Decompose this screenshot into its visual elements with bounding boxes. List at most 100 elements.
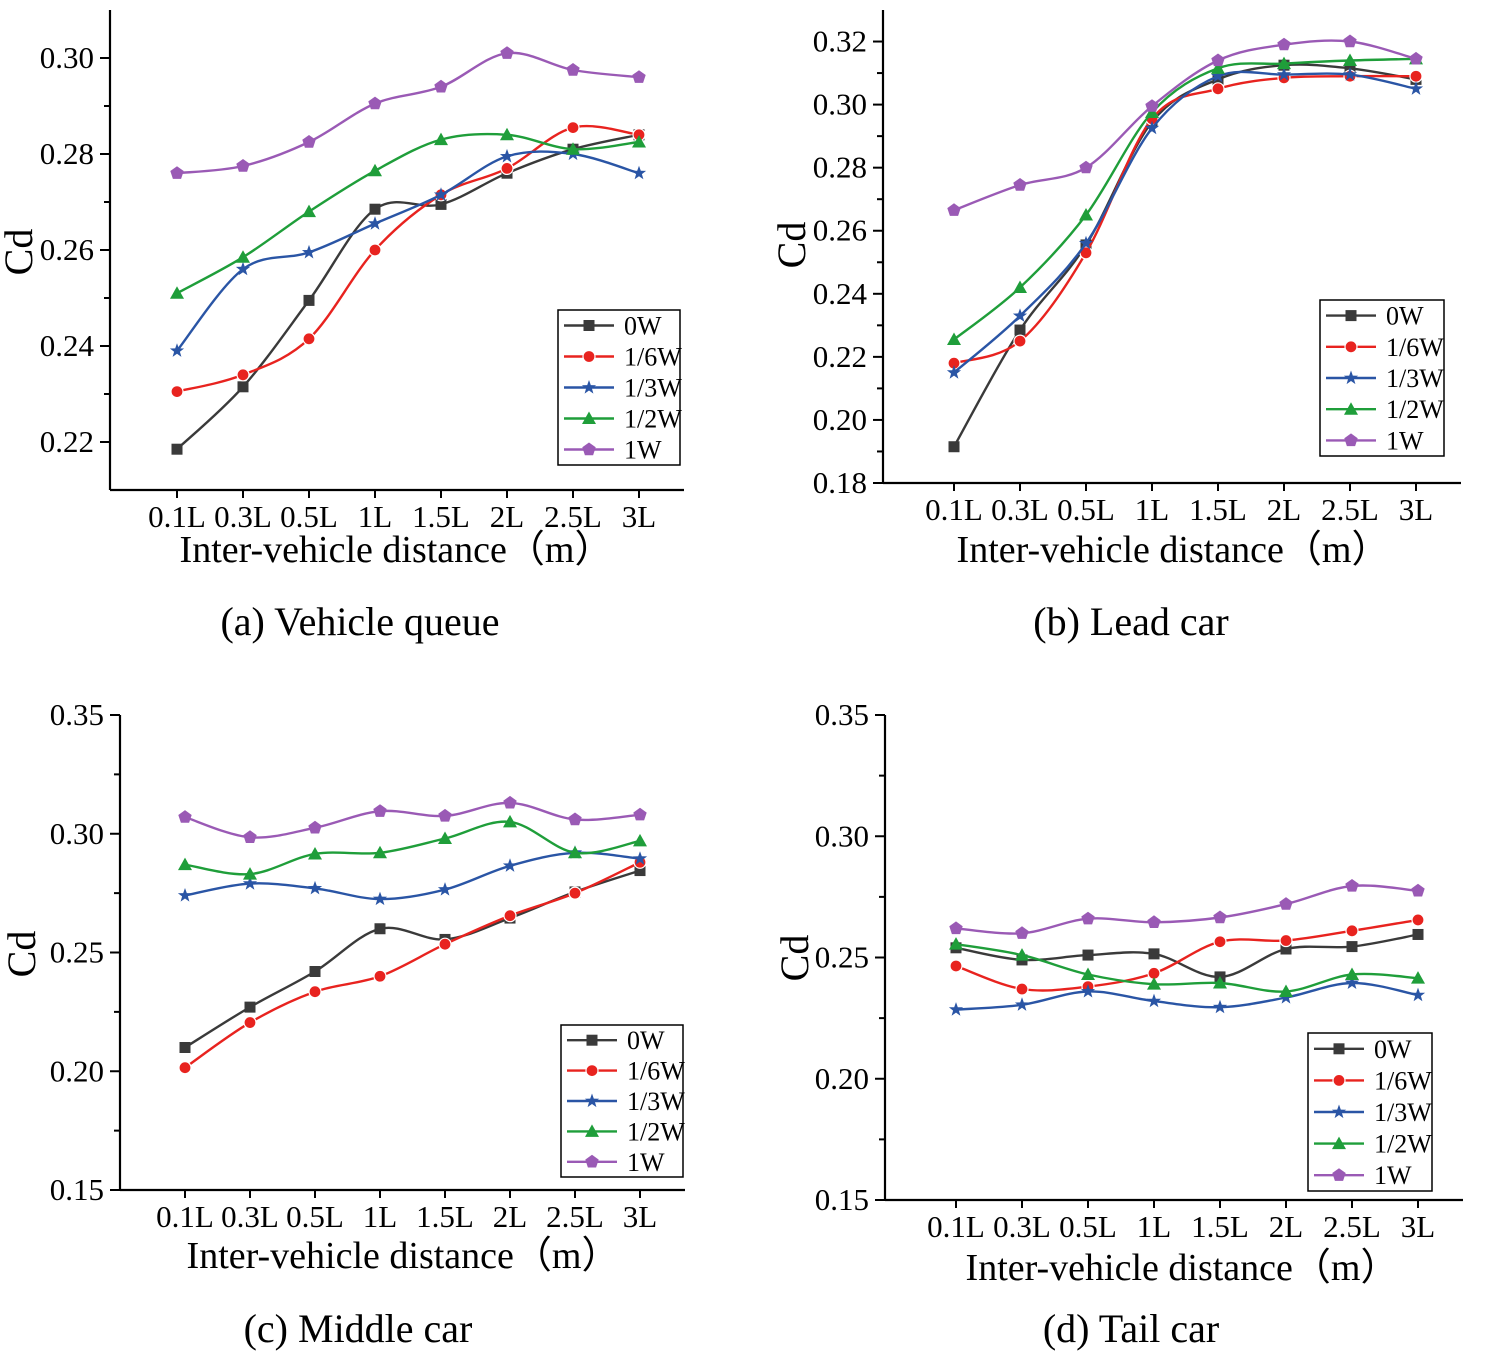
legend-marker (582, 442, 596, 456)
data-point (1343, 34, 1357, 48)
x-axis-title: Inter-vehicle distance（m） (187, 1235, 620, 1277)
x-tick-label: 1L (358, 499, 392, 534)
series-line-1-6W (953, 74, 1417, 365)
legend-label: 1/3W (627, 1087, 685, 1116)
data-point (170, 286, 184, 299)
data-point (374, 923, 386, 935)
legend-label: 1/2W (1386, 395, 1444, 424)
data-point (566, 63, 580, 76)
data-point (1279, 984, 1293, 997)
data-point (368, 163, 382, 177)
data-point (1277, 56, 1291, 70)
x-axis-title: Inter-vehicle distance（m） (957, 529, 1390, 571)
data-point (1145, 99, 1159, 112)
data-point (1079, 207, 1093, 221)
y-tick-label: 0.24 (813, 276, 868, 311)
legend-marker (1343, 370, 1359, 385)
y-tick-label: 0.30 (40, 40, 94, 75)
legend-marker (1344, 433, 1358, 447)
data-point (1213, 975, 1227, 989)
panel-caption: (c) Middle car (244, 1306, 473, 1351)
data-point (503, 909, 517, 923)
x-tick-label: 1L (1137, 1209, 1171, 1244)
data-point (568, 845, 582, 859)
data-point (503, 814, 517, 828)
data-point (309, 966, 321, 977)
data-point (1147, 977, 1161, 990)
legend-label: 1/2W (1374, 1130, 1432, 1159)
data-point (1276, 67, 1292, 81)
legend-label: 1/6W (1386, 333, 1444, 362)
data-point (1014, 997, 1030, 1011)
y-tick-label: 0.20 (815, 1061, 869, 1096)
data-point (1213, 935, 1227, 949)
y-axis-title: Cd (769, 222, 814, 269)
data-point (633, 807, 647, 821)
legend-marker (1331, 1104, 1347, 1119)
data-point (1210, 68, 1226, 83)
legend-label: 1/6W (624, 343, 682, 372)
data-point (949, 921, 963, 935)
data-point (368, 243, 382, 257)
data-point (1015, 926, 1029, 939)
data-point (302, 135, 316, 148)
legend-marker (1332, 1073, 1346, 1088)
x-tick-label: 3L (623, 1199, 657, 1234)
data-point (302, 332, 316, 346)
x-tick-label: 2L (490, 499, 524, 534)
y-tick-label: 0.15 (50, 1172, 104, 1207)
legend-marker (1333, 1043, 1345, 1055)
data-point (500, 161, 514, 175)
data-point (1082, 949, 1094, 961)
data-point (947, 203, 961, 216)
y-tick-label: 0.28 (813, 150, 867, 185)
legend-marker (586, 1034, 598, 1046)
data-point (503, 795, 517, 809)
data-point (243, 867, 257, 880)
data-point (1279, 897, 1293, 910)
legend-marker (1332, 1136, 1346, 1150)
data-point (1342, 67, 1358, 81)
data-point (566, 142, 580, 155)
y-tick-label: 0.18 (813, 465, 867, 500)
x-tick-label: 0.5L (1057, 492, 1115, 527)
legend-label: 0W (627, 1026, 665, 1055)
series-line-1W (953, 39, 1417, 212)
data-point (1279, 933, 1293, 948)
data-point (500, 46, 514, 59)
data-point (1408, 81, 1424, 95)
data-point (372, 891, 388, 906)
data-point (948, 441, 960, 453)
data-point (170, 166, 184, 179)
data-point (1212, 73, 1224, 85)
panel-caption: (d) Tail car (1043, 1306, 1219, 1351)
data-point (178, 857, 192, 871)
x-axis-title: Inter-vehicle distance（m） (966, 1247, 1399, 1289)
chart-panel-2: 0.18 0.20 0.22 0.24 0.26 0.28 0.30 0.32 0.1L 0.3L… (769, 10, 1461, 644)
data-point (178, 810, 192, 823)
legend-label: 0W (624, 312, 662, 341)
data-point (242, 876, 258, 890)
data-point (1343, 53, 1357, 66)
data-point (1013, 178, 1027, 191)
legend-marker (583, 320, 595, 331)
x-tick-label: 0.3L (221, 1199, 279, 1234)
data-point (1344, 975, 1360, 989)
y-tick-label: 0.20 (813, 402, 867, 437)
data-point (947, 332, 961, 346)
legend-label: 1W (627, 1148, 665, 1177)
data-point (368, 96, 382, 110)
legend-label: 1/6W (1374, 1066, 1432, 1095)
data-point (1013, 280, 1027, 293)
legend-label: 1W (1386, 426, 1424, 455)
legend-marker (1345, 310, 1357, 322)
x-tick-label: 0.5L (1059, 1209, 1117, 1244)
data-point (1345, 924, 1359, 938)
x-tick-label: 0.1L (927, 1209, 985, 1244)
data-point (1015, 948, 1029, 961)
data-point (1345, 967, 1359, 980)
data-point (237, 381, 249, 393)
